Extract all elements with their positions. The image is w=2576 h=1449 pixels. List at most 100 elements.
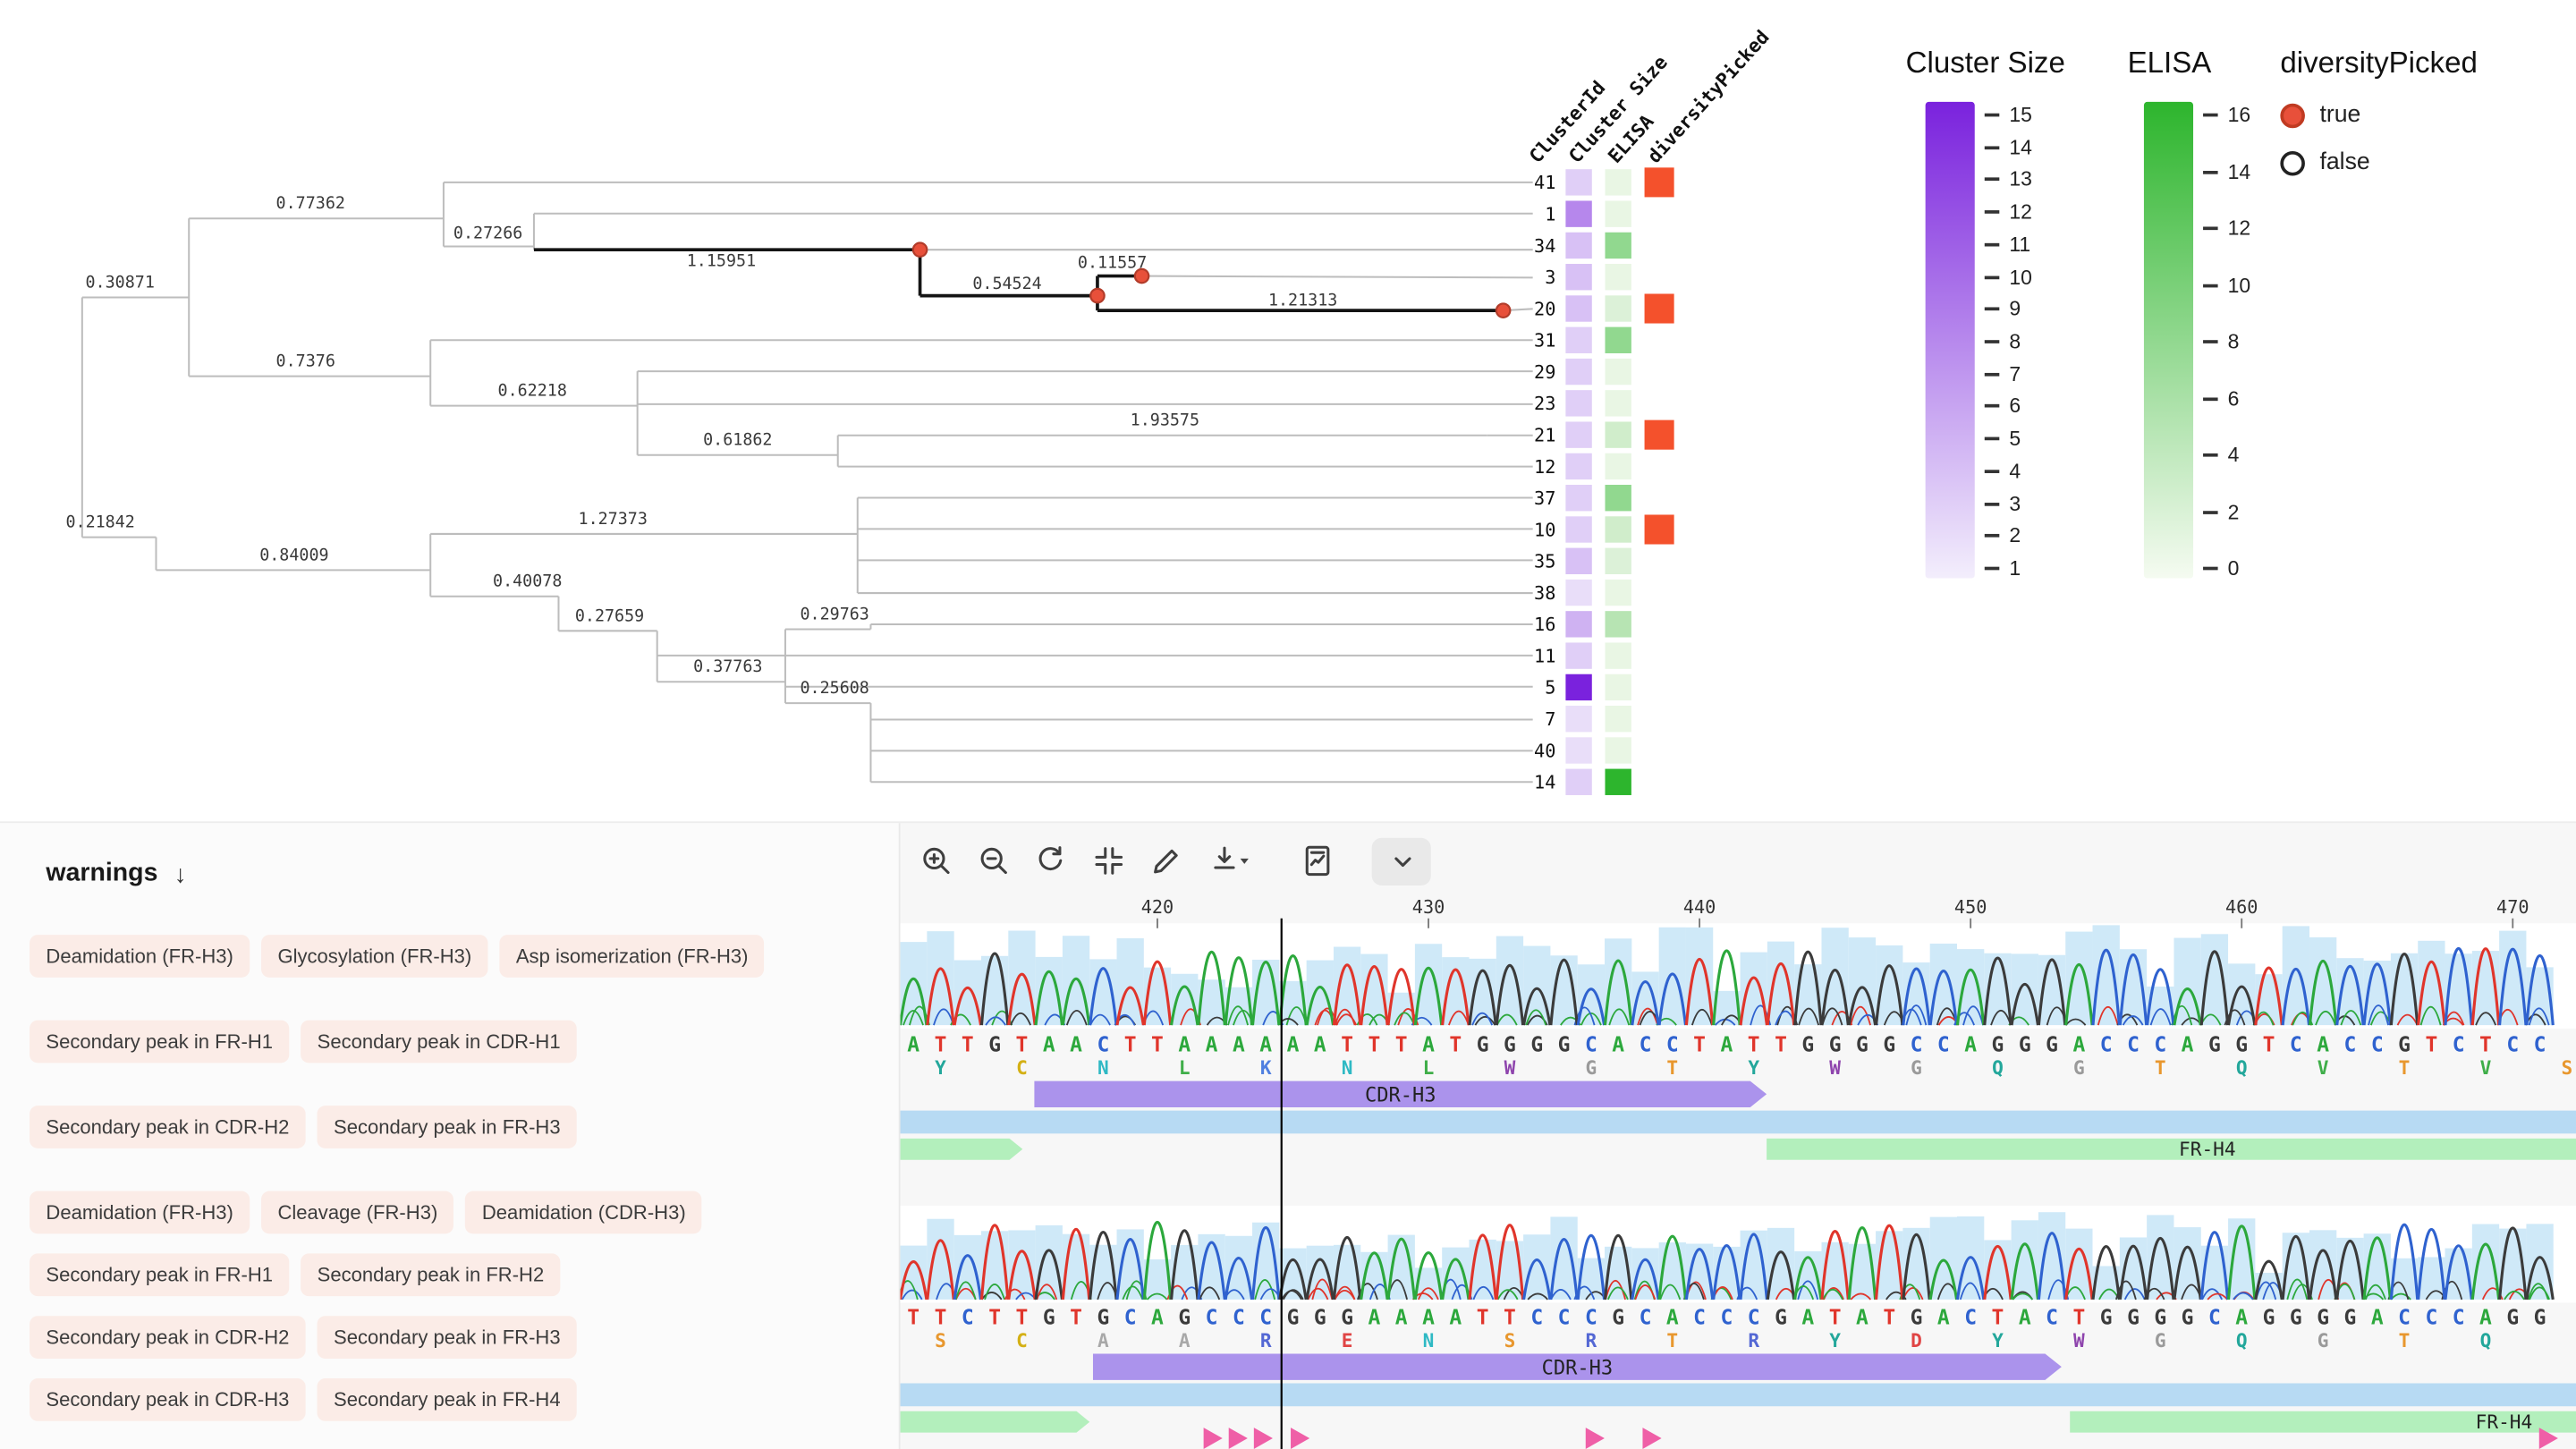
edit-button[interactable]	[1143, 838, 1189, 884]
cluster-size-cell	[1565, 611, 1592, 638]
framework-annotation-bar[interactable]	[900, 1411, 1090, 1433]
dna-base-letter: G	[1775, 1306, 1787, 1329]
trace-peak	[1360, 1251, 1389, 1301]
amino-acid-letter: C	[1016, 1056, 1028, 1079]
report-button[interactable]	[1294, 838, 1340, 884]
legend-tick: 13	[1984, 168, 2032, 191]
dna-base-letter: C	[1964, 1306, 1977, 1329]
trace-peak	[1712, 1244, 1741, 1301]
warning-row: Deamidation (FR-H3) Cleavage (FR-H3) Deami…	[30, 1191, 892, 1234]
branch-length-label: 0.29763	[800, 605, 869, 623]
quality-bar	[1008, 930, 1036, 1026]
secondary-trace-peak	[1580, 1013, 1602, 1026]
cluster-id-label: 31	[1534, 330, 1555, 352]
cluster-id-label: 34	[1534, 235, 1555, 257]
framework-annotation-bar[interactable]	[2070, 1411, 2576, 1433]
secondary-trace-peak	[1010, 1012, 1031, 1026]
cdr-annotation-bar[interactable]	[1034, 1080, 1767, 1107]
dna-base-letter: C	[1911, 1034, 1923, 1057]
trace-peak	[1250, 961, 1281, 1026]
trace-peak	[1983, 1244, 2012, 1301]
download-button[interactable]	[1201, 838, 1260, 884]
quality-bar	[1550, 1216, 1578, 1300]
secondary-trace-peak	[1798, 1007, 1820, 1026]
warning-chip[interactable]: Secondary peak in CDR-H2	[30, 1106, 306, 1148]
branch-length-label: 0.27266	[453, 224, 522, 242]
trace-peak	[1034, 970, 1063, 1026]
dna-base-letter: A	[2072, 1034, 2085, 1057]
region-annotation-bar[interactable]	[900, 1110, 2576, 1134]
secondary-trace-peak	[1307, 1287, 1329, 1301]
secondary-trace-peak	[1199, 1286, 1221, 1301]
warning-row: Deamidation (FR-H3) Glycosylation (FR-H3)…	[30, 935, 892, 978]
ruler-position-label: 460	[2225, 897, 2258, 918]
dna-base-letter: C	[1530, 1306, 1543, 1329]
warning-chip[interactable]: Secondary peak in FR-H2	[301, 1253, 561, 1297]
region-annotation-bar[interactable]	[900, 1383, 2576, 1407]
elisa-cell	[1605, 326, 1631, 353]
expand-button[interactable]	[1371, 836, 1431, 886]
elisa-cell	[1605, 579, 1631, 606]
collapse-button[interactable]	[1086, 838, 1131, 884]
warning-chip[interactable]: Secondary peak in CDR-H3	[30, 1378, 306, 1421]
zoom-out-button[interactable]	[971, 838, 1017, 884]
warning-row: Secondary peak in CDR-H2 Secondary peak i…	[30, 1316, 892, 1359]
dna-base-letter: A	[1449, 1306, 1462, 1329]
dna-base-letter: A	[1720, 1034, 1733, 1057]
warning-chip[interactable]: Secondary peak in FR-H3	[317, 1106, 577, 1148]
warning-chip[interactable]: Secondary peak in FR-H1	[30, 1253, 290, 1297]
warning-chip[interactable]: Deamidation (FR-H3)	[30, 1191, 250, 1234]
warning-chip[interactable]: Secondary peak in FR-H1	[30, 1020, 290, 1063]
legend-true-row: true	[2280, 102, 2527, 128]
secondary-trace-peak	[1905, 1004, 1928, 1026]
warning-chip[interactable]: Secondary peak in CDR-H2	[30, 1316, 306, 1359]
trace-peak	[1902, 1233, 1931, 1301]
dna-base-letter: A	[1151, 1306, 1164, 1329]
zoom-reset-button[interactable]	[1029, 838, 1074, 884]
dna-base-letter: C	[1693, 1306, 1706, 1329]
warning-chip[interactable]: Glycosylation (FR-H3)	[261, 935, 488, 978]
dna-base-letter: G	[1043, 1306, 1055, 1329]
picked-node-dot[interactable]	[1495, 302, 1512, 318]
trace-peak	[2417, 961, 2446, 1026]
framework-annotation-label: FR-H4	[2179, 1138, 2236, 1160]
warning-chip[interactable]: Secondary peak in CDR-H1	[301, 1020, 577, 1063]
amino-acid-letter: A	[1097, 1329, 1109, 1352]
amino-acid-letter: T	[1666, 1056, 1678, 1079]
trace-peak	[2389, 1223, 2419, 1300]
cluster-id-label: 35	[1534, 551, 1555, 572]
warning-chip[interactable]: Asp isomerization (FR-H3)	[499, 935, 765, 978]
picked-node-dot[interactable]	[911, 242, 928, 258]
amino-acid-letter: Q	[2236, 1329, 2248, 1352]
amino-acid-letter: N	[1342, 1056, 1353, 1079]
warning-chip[interactable]: Cleavage (FR-H3)	[261, 1191, 454, 1234]
amino-acid-letter: Y	[1992, 1329, 2004, 1352]
dna-base-letter: C	[1558, 1306, 1571, 1329]
dna-base-letter: A	[1368, 1306, 1381, 1329]
true-dot-icon	[2280, 102, 2305, 128]
dna-base-letter: G	[1341, 1306, 1353, 1329]
warning-chip[interactable]: Deamidation (FR-H3)	[30, 935, 250, 978]
picked-node-dot[interactable]	[1133, 267, 1150, 284]
trace-peak	[1955, 968, 1986, 1026]
trace-peak	[2010, 1242, 2040, 1301]
picked-node-dot[interactable]	[1089, 287, 1106, 304]
dna-base-letter: T	[962, 1034, 974, 1057]
phylogenetic-tree-heatmap: 0.30871 0.77362 0.27266 1.15951 0.54524 0.115…	[65, 26, 1774, 795]
cdr-annotation-bar[interactable]	[1092, 1353, 2062, 1380]
warning-chip[interactable]: Deamidation (CDR-H3)	[465, 1191, 703, 1234]
framework-annotation-bar[interactable]	[900, 1138, 1023, 1160]
secondary-trace-peak	[1850, 1005, 1871, 1026]
cluster-size-cell	[1565, 737, 1592, 764]
secondary-trace-peak	[2340, 1010, 2362, 1026]
cluster-id-label: 7	[1545, 708, 1555, 730]
trace-peak	[1197, 950, 1226, 1026]
warning-chip[interactable]: Secondary peak in FR-H4	[317, 1378, 577, 1421]
zoom-in-button[interactable]	[913, 838, 959, 884]
sort-descending-icon[interactable]: ↓	[174, 860, 187, 888]
warning-chip[interactable]: Secondary peak in FR-H3	[317, 1316, 577, 1359]
amino-acid-letter: K	[1260, 1056, 1272, 1079]
warnings-header[interactable]: warnings ↓	[46, 860, 186, 889]
framework-annotation-bar[interactable]	[1767, 1138, 2576, 1160]
trace-peak	[1522, 987, 1552, 1026]
